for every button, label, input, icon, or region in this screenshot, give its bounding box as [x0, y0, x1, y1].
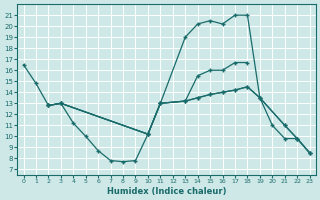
- X-axis label: Humidex (Indice chaleur): Humidex (Indice chaleur): [107, 187, 226, 196]
